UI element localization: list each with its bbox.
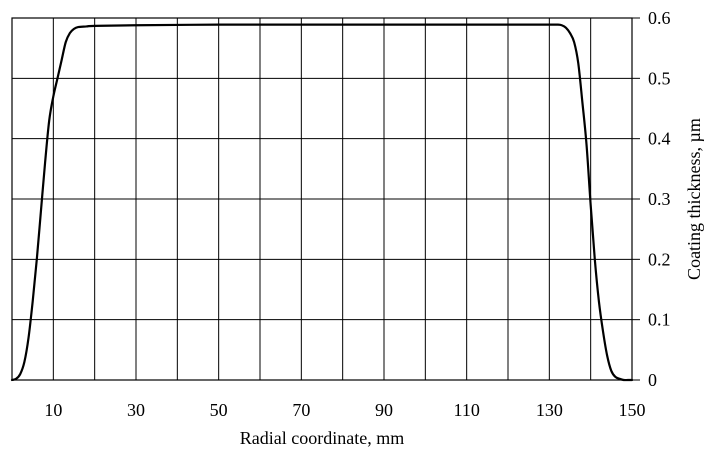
x-tick-label: 30 (127, 400, 145, 420)
y-tick-label: 0.5 (648, 68, 671, 88)
grid (11, 17, 633, 381)
y-tick-label: 0.3 (648, 189, 671, 209)
x-axis: 10 30 50 70 90 110 130 150 (44, 400, 645, 420)
x-tick-label: 50 (210, 400, 228, 420)
x-tick-label: 90 (375, 400, 393, 420)
x-tick-label: 70 (292, 400, 310, 420)
y-tick-label: 0.2 (648, 249, 671, 269)
y-tick-label: 0.4 (648, 129, 671, 149)
x-tick-label: 150 (619, 400, 646, 420)
x-tick-label: 10 (44, 400, 62, 420)
series-line (10, 23, 634, 382)
x-axis-title: Radial coordinate, mm (240, 428, 404, 448)
x-tick-label: 110 (453, 400, 479, 420)
y-axis: 0 0.1 0.2 0.3 0.4 0.5 0.6 (632, 8, 671, 390)
x-tick-label: 130 (536, 400, 563, 420)
y-tick-label: 0.6 (648, 8, 671, 28)
y-axis-title: Coating thickness, µm (684, 118, 704, 280)
series-group (10, 23, 634, 382)
y-tick-label: 0.1 (648, 310, 671, 330)
y-tick-label: 0 (648, 370, 657, 390)
